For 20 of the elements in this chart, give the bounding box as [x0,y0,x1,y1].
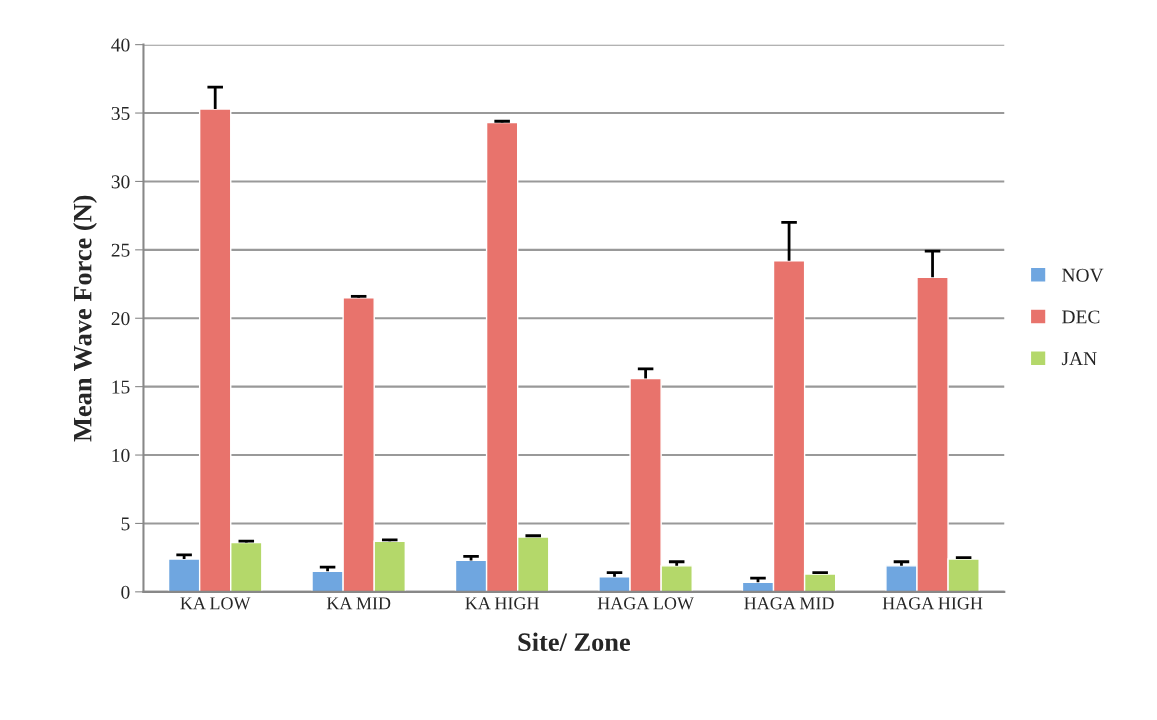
y-axis-title: Mean Wave Force (N) [73,195,97,442]
legend-label: JAN [1061,352,1097,366]
y-tick-label: 0 [121,585,130,599]
x-tick-label: HAGA HIGH [882,597,983,610]
y-tick-label: 15 [112,380,130,394]
y-tick-label: 40 [111,38,130,52]
x-tick-label: HAGA LOW [597,597,694,610]
y-tick-label: 25 [111,243,130,257]
y-tick-label: 35 [111,106,130,120]
y-tick-label: 10 [112,448,130,462]
y-tick-label: 5 [121,517,130,531]
x-tick-label: KA HIGH [465,597,539,610]
x-tick-label: KA MID [326,597,391,610]
x-tick-label: HAGA MID [744,597,834,610]
y-tick-label: 20 [111,312,130,326]
y-tick-label: 30 [111,175,130,189]
legend-label: DEC [1062,310,1100,324]
x-tick-label: KA LOW [180,597,251,610]
legend-label: NOV [1062,268,1104,282]
x-axis-title: Site/ Zone [518,632,630,652]
